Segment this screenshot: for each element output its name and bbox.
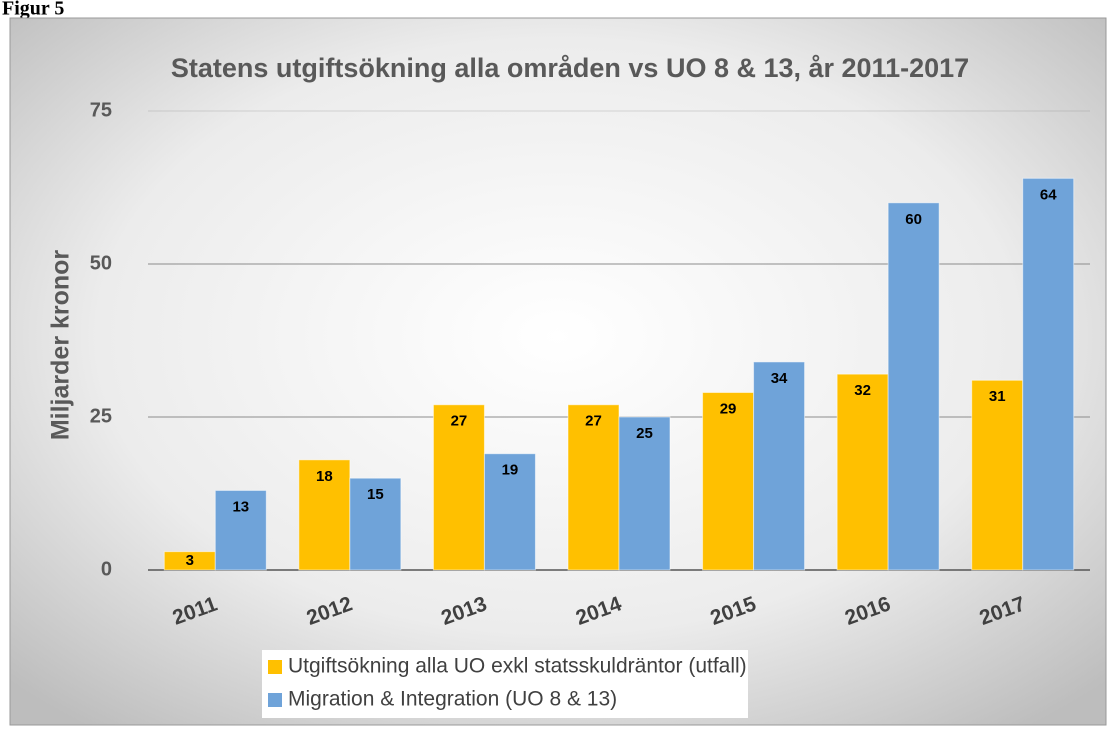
bar [618,416,671,571]
figure-label: Figur 5 [2,0,64,20]
data-label: 29 [720,400,737,417]
data-label: 34 [771,370,788,387]
data-label: 64 [1040,186,1057,203]
bar [349,477,402,571]
bar [836,373,889,571]
data-label: 19 [502,462,519,479]
bar [887,202,940,571]
data-label: 3 [186,552,194,569]
legend-swatch [268,693,282,707]
data-label: 27 [585,413,602,430]
legend-swatch [268,660,282,674]
data-label: 15 [367,486,384,503]
legend-label: Migration & Integration (UO 8 & 13) [288,688,617,711]
bar [298,459,351,571]
data-label: 13 [232,498,249,515]
data-label: 60 [905,211,922,228]
legend-label: Utgiftsökning alla UO exkl statsskuldrän… [288,655,747,678]
data-label: 31 [989,388,1006,405]
bar [214,489,267,571]
data-label: 18 [316,468,333,485]
bar [702,392,755,571]
bar [432,404,485,571]
data-label: 32 [854,382,871,399]
bar [753,361,806,571]
legend: Utgiftsökning alla UO exkl statsskuldrän… [262,650,748,718]
bar [971,379,1024,571]
data-label: 25 [636,425,653,442]
y-tick-label: 0 [101,558,112,580]
y-axis-label: Miljarder kronor [47,250,75,441]
chart-title: Statens utgiftsökning alla områden vs UO… [171,53,969,83]
y-tick-label: 50 [90,252,112,274]
data-label: 27 [451,413,468,430]
y-tick-label: 75 [90,99,112,121]
bar [483,453,536,571]
bar [567,404,620,571]
bar [1022,177,1075,571]
y-tick-label: 25 [90,405,112,427]
legend-box [262,650,748,718]
